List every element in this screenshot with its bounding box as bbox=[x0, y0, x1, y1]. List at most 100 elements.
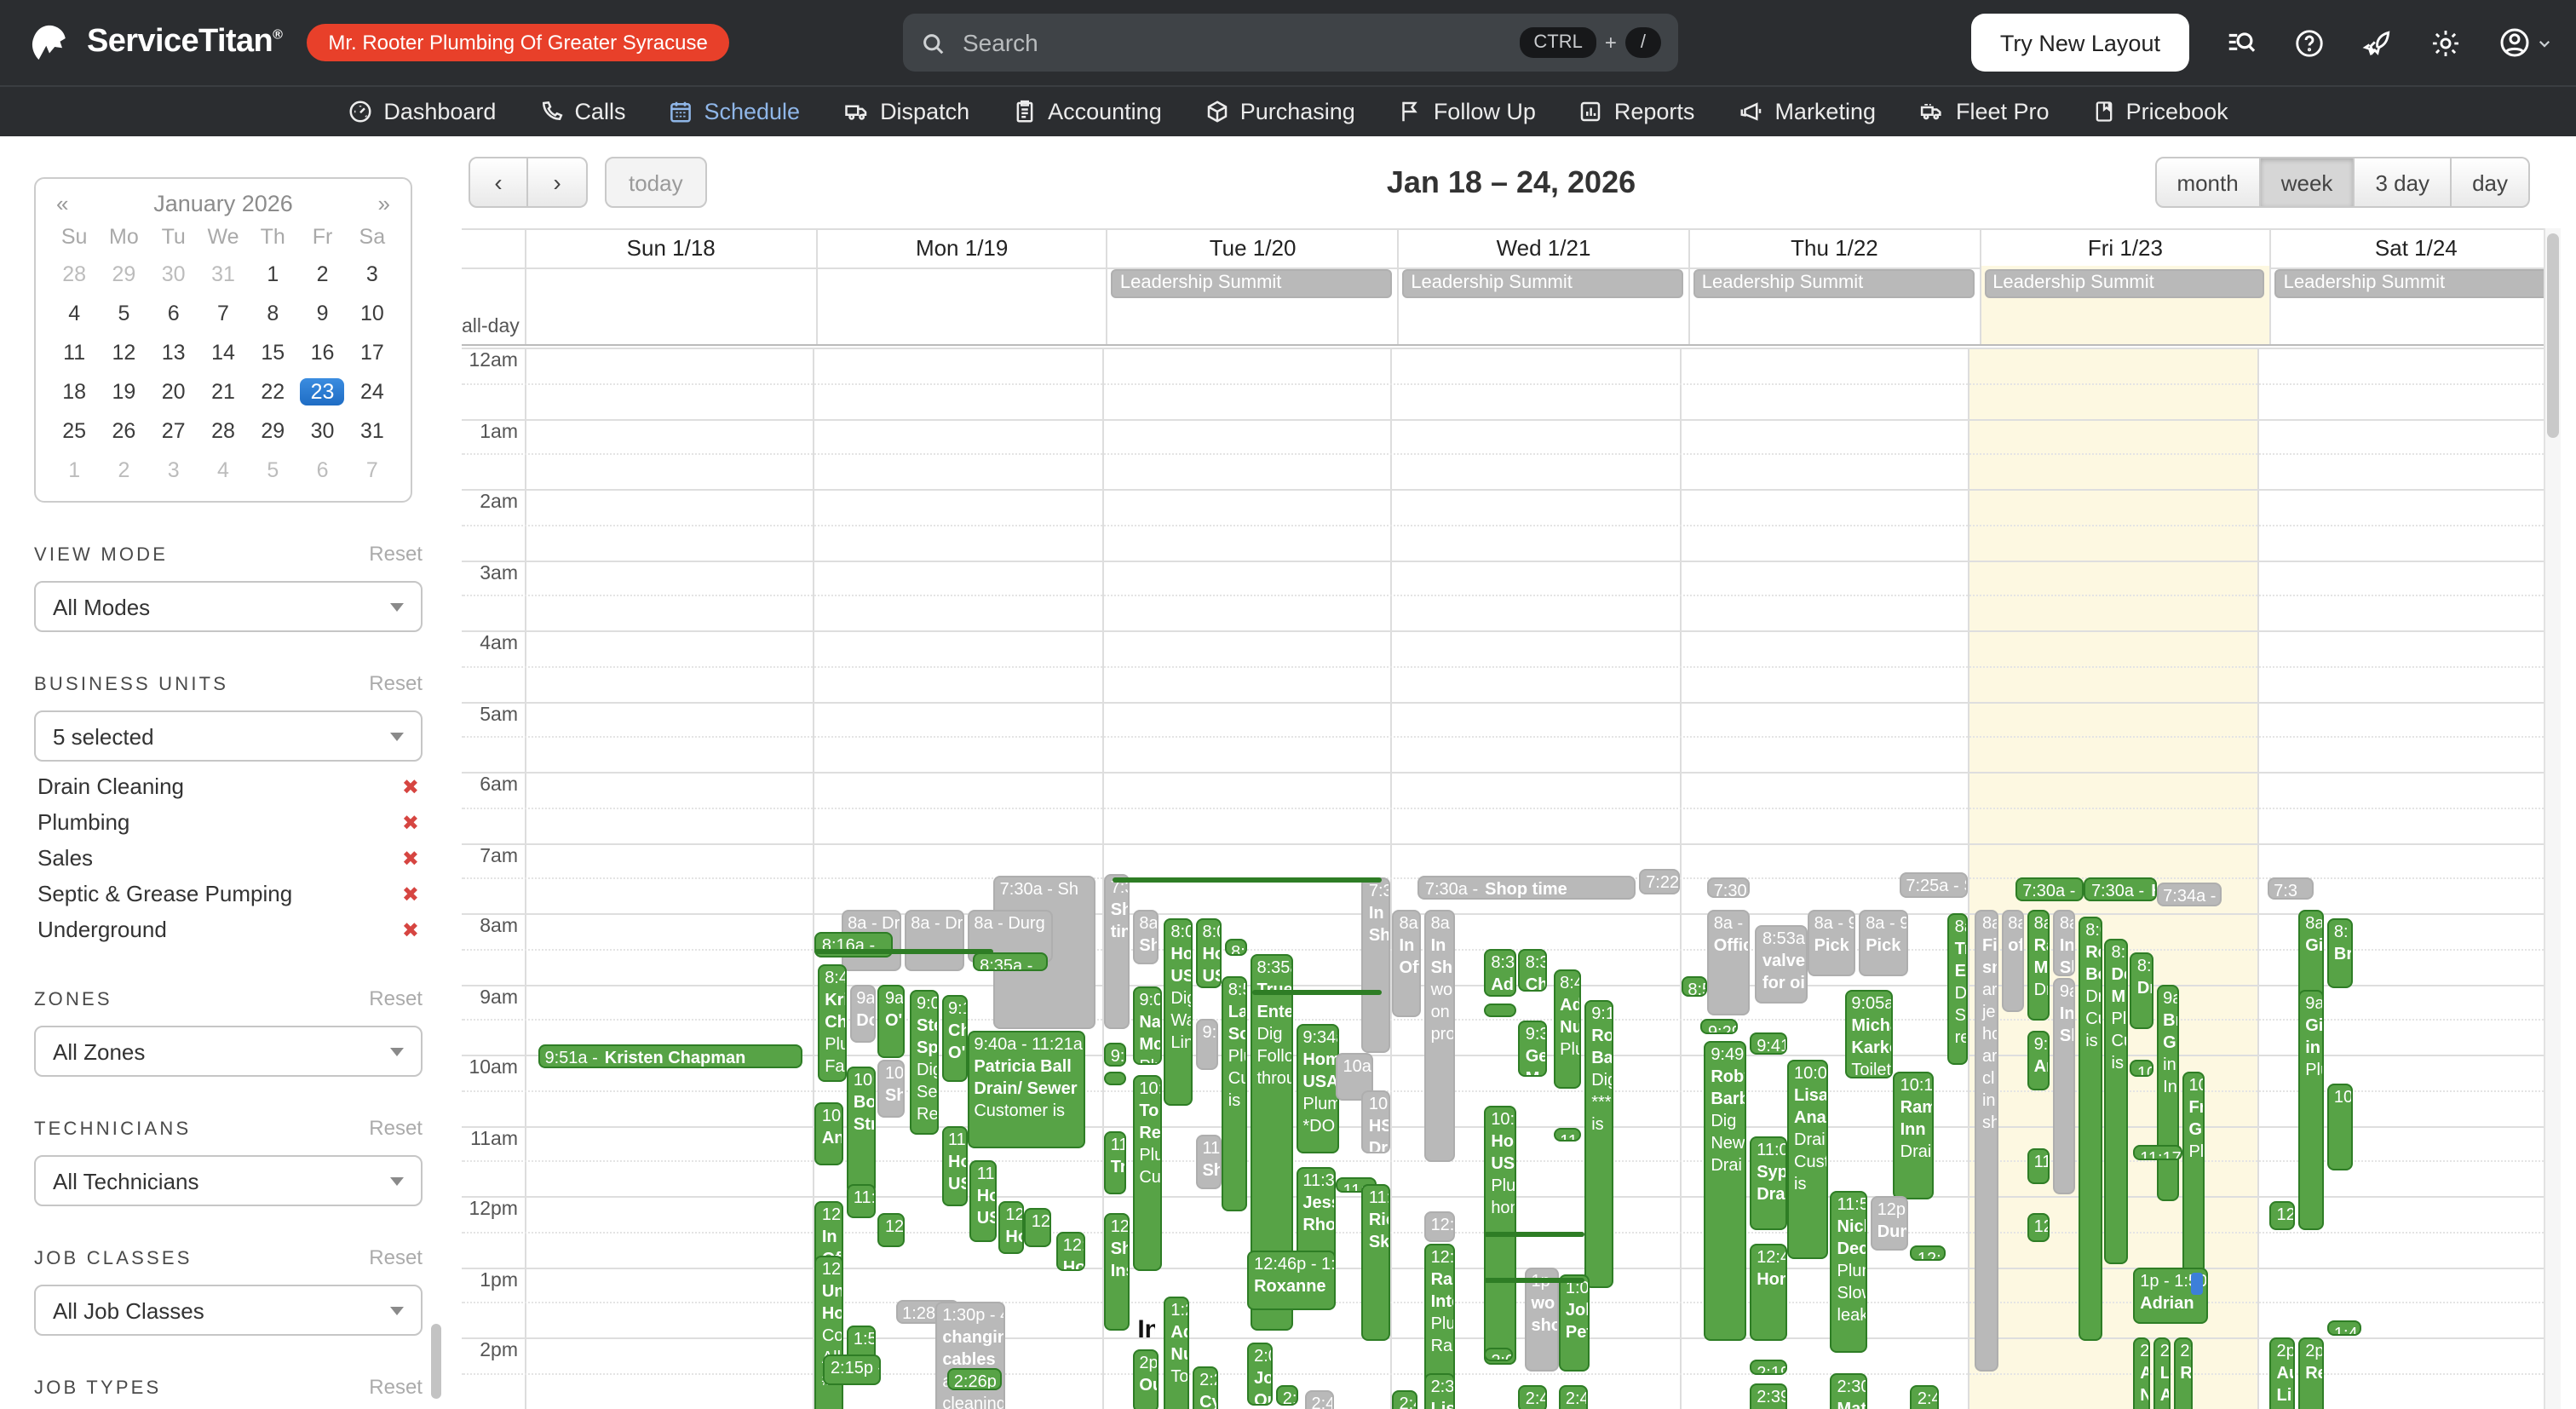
all-day-cell[interactable]: Leadership Summit bbox=[2269, 266, 2561, 344]
minical-day[interactable]: 14 bbox=[211, 340, 235, 364]
event[interactable]: 8:2 bbox=[1224, 939, 1248, 956]
event[interactable]: 7:34a - S bbox=[2156, 883, 2222, 906]
event[interactable]: 2:4 bbox=[1275, 1384, 1299, 1406]
minical-day-selected[interactable]: 23 bbox=[297, 371, 347, 411]
event[interactable]: 10 bbox=[2130, 1060, 2153, 1077]
filter-select[interactable]: All Technicians bbox=[34, 1155, 423, 1206]
event[interactable]: 12 bbox=[2269, 1201, 2296, 1230]
event[interactable]: 10: Bo Str bbox=[846, 1066, 876, 1194]
minical-day[interactable]: 13 bbox=[161, 340, 186, 364]
remove-chip-icon[interactable]: ✖ bbox=[401, 846, 419, 870]
minical-day[interactable]: 12 bbox=[112, 340, 136, 364]
minical-day[interactable]: 15 bbox=[261, 340, 285, 364]
event[interactable]: 9:29a bbox=[1700, 1018, 1739, 1034]
all-day-event[interactable]: Leadership Summit bbox=[1984, 269, 2265, 298]
filter-reset-link[interactable]: Reset bbox=[369, 1375, 423, 1399]
event[interactable]: 8:4KriChPluFau bbox=[818, 964, 847, 1083]
event[interactable]: 8:2DeMPlCuis bbox=[2104, 939, 2128, 1265]
event[interactable]: 8:31AdrNur bbox=[1484, 949, 1516, 998]
event[interactable]: 10:3HSDr bbox=[1361, 1090, 1391, 1153]
filter-reset-link[interactable]: Reset bbox=[369, 986, 423, 1010]
event[interactable]: 12: bbox=[877, 1213, 905, 1248]
tenant-badge[interactable]: Mr. Rooter Plumbing Of Greater Syracuse bbox=[306, 24, 730, 61]
all-day-cell[interactable] bbox=[525, 266, 815, 344]
minical-day[interactable]: 28 bbox=[62, 262, 87, 285]
minical-day[interactable]: 20 bbox=[161, 379, 186, 403]
event[interactable]: 8aFisnarjehcarclinsh bbox=[1975, 909, 1998, 1372]
event[interactable]: 10:15aRamaInnDrain bbox=[1893, 1072, 1934, 1200]
minical-day[interactable]: 18 bbox=[62, 379, 87, 403]
event[interactable]: 9:41aLisa bbox=[1750, 1032, 1787, 1055]
nav-item-schedule[interactable]: Schedule bbox=[668, 99, 800, 124]
global-search[interactable]: CTRL + / bbox=[903, 14, 1678, 72]
event[interactable]: 12:4RaiIntePlurRail bbox=[1423, 1243, 1456, 1389]
event[interactable]: 2:26p - bbox=[946, 1367, 1002, 1391]
event[interactable]: 8aSh bbox=[1132, 909, 1159, 965]
nav-item-dispatch[interactable]: Dispatch bbox=[842, 99, 969, 124]
minical-day[interactable]: 27 bbox=[161, 418, 186, 442]
event[interactable]: 9:31GeoMauDrai bbox=[1518, 1020, 1548, 1077]
view-button-day[interactable]: day bbox=[2452, 157, 2530, 208]
event[interactable]: 2:39pDab bbox=[1750, 1383, 1787, 1409]
minical-day[interactable]: 6 bbox=[167, 301, 180, 325]
event[interactable]: 7:30a - Shop time bbox=[1417, 875, 1636, 900]
rocket-icon[interactable] bbox=[2361, 26, 2394, 59]
event[interactable]: 2pLisA bbox=[2153, 1337, 2171, 1409]
today-button[interactable]: today bbox=[605, 157, 707, 208]
event[interactable]: 12:Ho bbox=[998, 1201, 1025, 1254]
minical-day[interactable]: 7 bbox=[217, 301, 229, 325]
all-day-cell[interactable]: Leadership Summit bbox=[1106, 266, 1397, 344]
all-day-cell[interactable]: Leadership Summit bbox=[1397, 266, 1688, 344]
event[interactable]: 11 bbox=[2027, 1148, 2050, 1185]
event[interactable]: 8:47AdrNurPlur bbox=[1553, 969, 1582, 1089]
all-day-event[interactable]: Leadership Summit bbox=[1693, 269, 1975, 298]
remove-chip-icon[interactable]: ✖ bbox=[401, 810, 419, 834]
calendar-scrollbar[interactable] bbox=[2544, 228, 2561, 1409]
all-day-event[interactable]: Leadership Summit bbox=[2274, 269, 2556, 298]
minical-day[interactable]: 28 bbox=[211, 418, 235, 442]
event[interactable]: 8a -InOffi bbox=[1392, 909, 1422, 1018]
nav-item-dashboard[interactable]: Dashboard bbox=[348, 99, 496, 124]
event[interactable]: 11:0 bbox=[1553, 1127, 1582, 1142]
event[interactable] bbox=[1112, 877, 1383, 883]
filter-select[interactable]: All Modes bbox=[34, 581, 423, 632]
event[interactable] bbox=[1252, 989, 1383, 995]
event[interactable]: 9:14RobBarbDig****is bbox=[1584, 1000, 1613, 1289]
event[interactable]: 9aGiinPlu bbox=[2298, 989, 2325, 1230]
nav-item-marketing[interactable]: Marketing bbox=[1737, 99, 1876, 124]
event[interactable]: 12: bbox=[1024, 1207, 1051, 1248]
event[interactable]: In bbox=[1137, 1314, 1155, 1342]
view-button-week[interactable]: week bbox=[2260, 157, 2355, 208]
event[interactable]: 8a - 9aPick up bbox=[1859, 909, 1908, 977]
minical-day[interactable]: 9 bbox=[316, 301, 329, 325]
minical-day[interactable]: 7 bbox=[365, 457, 378, 481]
event[interactable]: 8:5 bbox=[1681, 975, 1707, 997]
account-menu[interactable] bbox=[2498, 26, 2552, 60]
minical-day[interactable]: 3 bbox=[167, 457, 180, 481]
event[interactable]: 9:34aHomUSAPluml*DO bbox=[1296, 1024, 1339, 1153]
remove-chip-icon[interactable]: ✖ bbox=[401, 882, 419, 906]
all-day-cell[interactable]: Leadership Summit bbox=[1688, 266, 1979, 344]
next-week-button[interactable]: › bbox=[528, 157, 588, 208]
minical-day[interactable]: 29 bbox=[261, 418, 285, 442]
event[interactable]: 7:3Shtin bbox=[1103, 874, 1130, 1030]
filter-reset-link[interactable]: Reset bbox=[369, 1245, 423, 1269]
event[interactable]: 9:0NaMcPlu bbox=[1132, 986, 1161, 1065]
event[interactable]: 11:55NickDeciPlumSlowleak bbox=[1830, 1190, 1868, 1354]
event[interactable]: 2:4 bbox=[1910, 1384, 1940, 1409]
event[interactable]: 9:1ChO' bbox=[941, 995, 968, 1083]
minical-day[interactable]: 17 bbox=[359, 340, 384, 364]
event[interactable]: 7:30a -A bbox=[2015, 877, 2084, 902]
event[interactable]: 8:35a - bbox=[973, 952, 1048, 971]
remove-chip-icon[interactable]: ✖ bbox=[401, 917, 419, 941]
all-day-cell[interactable] bbox=[815, 266, 1106, 344]
nav-item-pricebook[interactable]: Pricebook bbox=[2092, 99, 2228, 124]
minical-day[interactable]: 1 bbox=[68, 457, 81, 481]
event[interactable]: 11:09SyphDrai bbox=[1750, 1136, 1787, 1230]
filter-select[interactable]: All Job Classes bbox=[34, 1285, 423, 1336]
event[interactable]: 2pAuLi bbox=[2269, 1337, 2296, 1409]
event[interactable]: 2pAdNe bbox=[2133, 1337, 2151, 1409]
event[interactable]: 8aRaMDr bbox=[2027, 909, 2050, 1021]
